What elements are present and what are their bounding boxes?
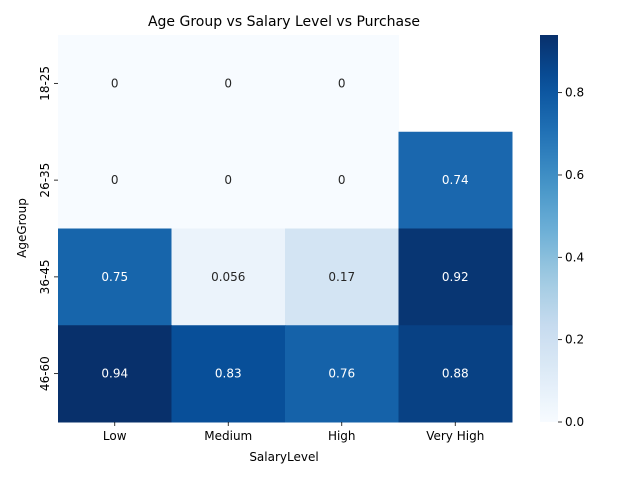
cell-value-label: 0.83: [215, 367, 242, 381]
colorbar-tick-label: 0.2: [565, 333, 584, 347]
y-tick-label: 26-35: [38, 163, 52, 198]
heatmap-cell: [171, 325, 286, 423]
y-tick-label: 46-60: [38, 356, 52, 391]
cell-value-label: 0: [338, 76, 346, 90]
y-tick-label: 18-25: [38, 66, 52, 101]
y-axis-ticks: 18-25 26-35 36-45 46-60: [38, 66, 58, 391]
cell-value-label: 0.056: [211, 270, 245, 284]
heatmap-cell-labels: 0 0 0 0 0 0 0.74 0.75 0.056 0.17 0.92 0.94 0.83 0.76 0…: [101, 76, 468, 380]
cell-value-label: 0.75: [101, 270, 128, 284]
x-tick-label: Low: [103, 429, 127, 443]
colorbar-tick-label: 0.8: [565, 86, 584, 100]
colorbar: 0.0 0.2 0.4 0.6 0.8: [540, 35, 584, 429]
heatmap-cell: [398, 131, 513, 229]
colorbar-gradient: [540, 35, 558, 422]
heatmap-cell: [398, 325, 513, 423]
x-tick-label: High: [328, 429, 356, 443]
heatmap-cell: [58, 35, 172, 133]
y-axis-label: AgeGroup: [15, 198, 29, 258]
heatmap-cells: [58, 35, 513, 423]
x-tick-label: Very High: [426, 429, 484, 443]
heatmap-cell: [171, 131, 286, 229]
heatmap-cell: [58, 325, 172, 423]
cell-value-label: 0.74: [442, 173, 469, 187]
x-axis-label: SalaryLevel: [249, 450, 318, 464]
cell-value-label: 0: [111, 76, 119, 90]
cell-value-label: 0.76: [328, 367, 355, 381]
colorbar-tick-label: 0.0: [565, 415, 584, 429]
cell-value-label: 0: [111, 173, 119, 187]
heatmap-cell: [171, 228, 286, 326]
heatmap-cell: [58, 228, 172, 326]
heatmap-cell: [58, 131, 172, 229]
cell-value-label: 0.92: [442, 270, 469, 284]
heatmap-cell: [285, 325, 399, 423]
cell-value-label: 0: [338, 173, 346, 187]
x-axis-ticks: Low Medium High Very High: [103, 422, 484, 443]
colorbar-tick-label: 0.6: [565, 168, 584, 182]
y-tick-label: 36-45: [38, 259, 52, 294]
heatmap-cell: [285, 131, 399, 229]
colorbar-tick-label: 0.4: [565, 250, 584, 264]
heatmap-cell: [285, 35, 399, 133]
cell-value-label: 0: [224, 76, 232, 90]
heatmap-cell: [285, 228, 399, 326]
cell-value-label: 0.94: [101, 367, 128, 381]
heatmap-cell: [171, 35, 286, 133]
heatmap-cell: [398, 228, 513, 326]
cell-value-label: 0.17: [328, 270, 355, 284]
cell-value-label: 0.88: [442, 367, 469, 381]
chart-title: Age Group vs Salary Level vs Purchase: [148, 14, 420, 30]
cell-value-label: 0: [224, 173, 232, 187]
x-tick-label: Medium: [204, 429, 252, 443]
